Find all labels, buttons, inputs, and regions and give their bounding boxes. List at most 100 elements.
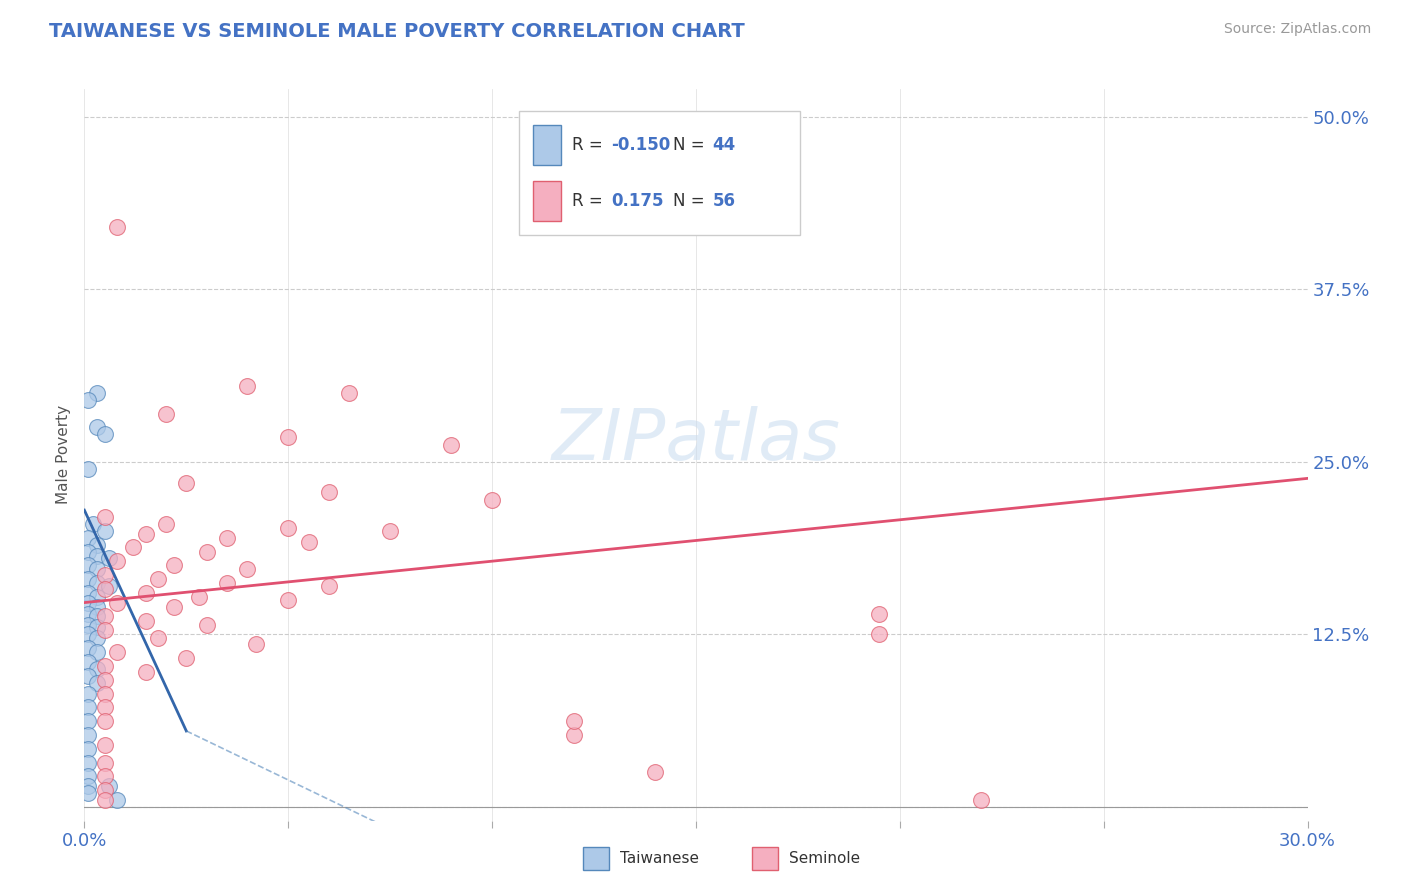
- Point: [86, 662, 108, 676]
- Point: [217, 576, 239, 591]
- Point: [77, 786, 100, 800]
- Point: [93, 756, 117, 770]
- Point: [86, 420, 108, 434]
- Point: [77, 779, 100, 793]
- Point: [869, 607, 891, 621]
- Point: [86, 609, 108, 624]
- Point: [82, 516, 104, 531]
- Text: Taiwanese: Taiwanese: [620, 851, 699, 866]
- Point: [77, 596, 100, 610]
- Point: [644, 765, 666, 780]
- Point: [105, 596, 128, 610]
- Text: -0.150: -0.150: [612, 136, 671, 153]
- Point: [77, 617, 100, 632]
- Point: [277, 430, 299, 444]
- Text: 0.175: 0.175: [612, 192, 664, 210]
- Point: [77, 461, 100, 475]
- Point: [86, 675, 108, 690]
- Text: 44: 44: [713, 136, 735, 153]
- Point: [163, 558, 186, 573]
- Point: [195, 544, 218, 558]
- Point: [562, 714, 585, 729]
- Point: [155, 407, 177, 421]
- Point: [195, 617, 218, 632]
- Point: [93, 524, 117, 538]
- Point: [245, 637, 267, 651]
- Point: [93, 700, 117, 714]
- Point: [122, 541, 145, 555]
- Point: [93, 783, 117, 797]
- Point: [86, 632, 108, 646]
- Point: [440, 438, 463, 452]
- Point: [93, 687, 117, 701]
- Y-axis label: Male Poverty: Male Poverty: [56, 405, 72, 505]
- Point: [105, 554, 128, 568]
- Point: [77, 641, 100, 656]
- Point: [86, 590, 108, 604]
- Point: [93, 793, 117, 807]
- Point: [77, 586, 100, 600]
- Point: [135, 665, 157, 679]
- Point: [86, 538, 108, 552]
- Point: [318, 579, 340, 593]
- Point: [77, 742, 100, 756]
- Point: [77, 756, 100, 770]
- Point: [135, 586, 157, 600]
- Text: Source: ZipAtlas.com: Source: ZipAtlas.com: [1223, 22, 1371, 37]
- Point: [86, 645, 108, 659]
- Point: [77, 769, 100, 783]
- Point: [86, 576, 108, 591]
- Point: [481, 493, 503, 508]
- Point: [97, 779, 120, 793]
- Point: [187, 590, 209, 604]
- Text: TAIWANESE VS SEMINOLE MALE POVERTY CORRELATION CHART: TAIWANESE VS SEMINOLE MALE POVERTY CORRE…: [49, 22, 745, 41]
- Text: R =: R =: [572, 192, 607, 210]
- Point: [105, 645, 128, 659]
- Point: [77, 728, 100, 742]
- Point: [176, 650, 198, 665]
- Point: [146, 632, 169, 646]
- Point: [93, 659, 117, 673]
- Point: [277, 592, 299, 607]
- Point: [318, 485, 340, 500]
- Point: [86, 562, 108, 576]
- Point: [77, 607, 100, 621]
- Point: [93, 769, 117, 783]
- Point: [135, 614, 157, 628]
- Point: [77, 655, 100, 669]
- Point: [105, 220, 128, 235]
- Point: [135, 526, 157, 541]
- Point: [77, 544, 100, 558]
- Point: [77, 558, 100, 573]
- Text: 56: 56: [713, 192, 735, 210]
- Point: [562, 728, 585, 742]
- Point: [93, 609, 117, 624]
- Point: [77, 392, 100, 407]
- Point: [77, 714, 100, 729]
- Point: [155, 516, 177, 531]
- Point: [97, 551, 120, 566]
- Point: [93, 623, 117, 637]
- Text: N =: N =: [673, 136, 710, 153]
- Point: [86, 620, 108, 634]
- Point: [236, 379, 259, 393]
- Point: [77, 531, 100, 545]
- Point: [105, 793, 128, 807]
- Point: [93, 714, 117, 729]
- Point: [97, 579, 120, 593]
- Point: [339, 385, 361, 400]
- Point: [77, 700, 100, 714]
- Point: [77, 687, 100, 701]
- Point: [77, 572, 100, 586]
- Point: [93, 510, 117, 524]
- Point: [163, 599, 186, 614]
- Point: [86, 549, 108, 563]
- Point: [93, 582, 117, 596]
- Text: R =: R =: [572, 136, 607, 153]
- Point: [176, 475, 198, 490]
- Point: [236, 562, 259, 576]
- Point: [77, 627, 100, 641]
- Point: [93, 427, 117, 442]
- Point: [869, 627, 891, 641]
- Point: [298, 534, 321, 549]
